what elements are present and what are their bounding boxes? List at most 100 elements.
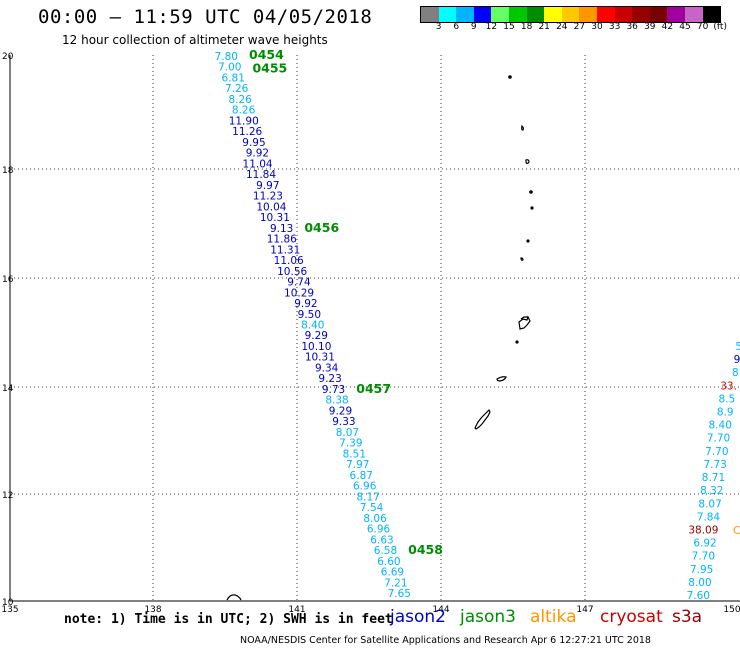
legend-swatch — [421, 7, 439, 22]
wave-height-value: 6.81 — [222, 72, 245, 84]
island — [520, 257, 524, 261]
wave-height-value: 7.70 — [692, 551, 715, 563]
wave-height-value: 11.84 — [246, 169, 276, 181]
legend-label: 33 — [608, 22, 621, 32]
island — [520, 316, 528, 320]
wave-height-value: 7.21 — [384, 577, 407, 589]
pass-time-label: 0454 — [249, 47, 284, 62]
wave-height-value: 7.39 — [339, 438, 362, 450]
wave-height-value: 8.71 — [702, 472, 725, 484]
wave-height-value: 9.13 — [270, 223, 293, 235]
wave-height-value: 9 — [734, 354, 740, 366]
legend-swatch — [649, 7, 668, 22]
wave-height-value: 7.70 — [705, 446, 728, 458]
x-tick-label: 150 — [723, 605, 740, 615]
wave-height-value: 9.50 — [298, 309, 321, 321]
map-title: 00:00 – 11:59 UTC 04/05/2018 — [38, 6, 373, 28]
wave-height-value: 9.29 — [329, 405, 352, 417]
wave-height-value: 9.73 — [322, 384, 345, 396]
legend-label: 27 — [573, 22, 586, 32]
legend-swatch — [561, 7, 580, 22]
y-tick-label: 10 — [2, 598, 14, 608]
wave-height-value: 6.96 — [353, 481, 377, 493]
wave-height-value: 11.04 — [243, 158, 273, 170]
guam-island — [474, 408, 491, 430]
legend-label: 9 — [470, 22, 477, 32]
pass-time-label: 0457 — [356, 381, 391, 396]
x-tick-label: 141 — [288, 605, 305, 615]
y-tick-label: 12 — [2, 491, 13, 501]
x-tick-label: 147 — [576, 605, 593, 615]
x-tick-label: 144 — [432, 605, 449, 615]
graticule — [10, 55, 740, 601]
wave-height-value: 7.97 — [346, 459, 369, 471]
y-tick-label: 14 — [2, 384, 14, 394]
wave-height-value: 6.96 — [367, 524, 391, 536]
wave-height-value: 9.29 — [305, 330, 328, 342]
wave-height-value: 7.84 — [697, 511, 721, 523]
island — [526, 239, 530, 243]
legend-swatch — [596, 7, 615, 22]
legend-label: 6 — [453, 22, 460, 32]
legend-swatch — [702, 7, 721, 22]
wave-height-value: 11.90 — [229, 115, 259, 127]
island — [530, 206, 534, 210]
satellite-label-s3a: s3a — [672, 607, 703, 627]
footer-credit: NOAA/NESDIS Center for Satellite Applica… — [240, 635, 651, 646]
wave-height-value: 8.06 — [363, 513, 387, 525]
wave-height-color-legend — [420, 6, 722, 23]
island — [518, 315, 531, 330]
wave-height-value: 11.06 — [274, 255, 304, 267]
island — [496, 376, 507, 382]
wave-height-value: 7.73 — [703, 459, 726, 471]
wave-height-value: 8.51 — [343, 448, 366, 460]
wave-height-value: 8.07 — [336, 427, 359, 439]
wave-height-value: 7.65 — [388, 588, 411, 600]
island — [515, 340, 519, 344]
wave-height-value: 8.32 — [700, 485, 723, 497]
pass-time-label: 0456 — [304, 220, 339, 235]
legend-swatch — [491, 7, 509, 22]
satellite-label-jason2: jason2 — [390, 607, 446, 627]
y-tick-label: 16 — [2, 275, 14, 285]
legend-swatch — [684, 7, 703, 22]
island — [525, 159, 530, 165]
wave-height-value: 9.92 — [294, 298, 317, 310]
wave-height-value: 10.31 — [260, 212, 290, 224]
wave-height-value: 7.54 — [360, 502, 384, 514]
wave-height-value: 33. — [720, 380, 737, 392]
wave-height-value: 6.69 — [381, 567, 404, 579]
wave-height-value: 9.95 — [242, 137, 265, 149]
wave-height-value: 8.26 — [228, 94, 252, 106]
legend-label: 45 — [679, 22, 691, 32]
wave-height-value: 11.26 — [232, 126, 262, 138]
wave-height-value: 11.31 — [270, 244, 300, 256]
legend-swatch — [632, 7, 650, 22]
wave-height-value: 8.5 — [719, 393, 736, 405]
pass-time-label: 0458 — [408, 542, 443, 557]
wave-height-value: 9.23 — [318, 373, 341, 385]
wave-height-value: 8 — [732, 367, 739, 379]
x-tick-label: 135 — [1, 605, 18, 615]
island — [521, 124, 524, 131]
legend-label: 36 — [626, 22, 638, 32]
wave-height-value: 8.17 — [356, 491, 379, 503]
wave-height-value: 7.26 — [225, 83, 249, 95]
island — [226, 594, 242, 601]
legend-swatch — [473, 7, 492, 22]
wave-height-value: 6.58 — [374, 545, 397, 557]
wave-height-value: 7.95 — [690, 564, 713, 576]
wave-height-value: 10.31 — [305, 352, 335, 364]
wave-height-value: 10.29 — [284, 287, 314, 299]
wave-height-value: 7.60 — [687, 590, 710, 602]
wave-height-value: 7.70 — [707, 433, 730, 445]
satellite-label-altika: altika — [530, 607, 577, 627]
wave-height-value: 8.40 — [301, 320, 324, 332]
pass-time-label: 0455 — [252, 61, 287, 76]
wave-height-value: 9.74 — [287, 277, 311, 289]
legend-label: 3 — [435, 22, 442, 32]
x-tick-label: 138 — [144, 605, 161, 615]
